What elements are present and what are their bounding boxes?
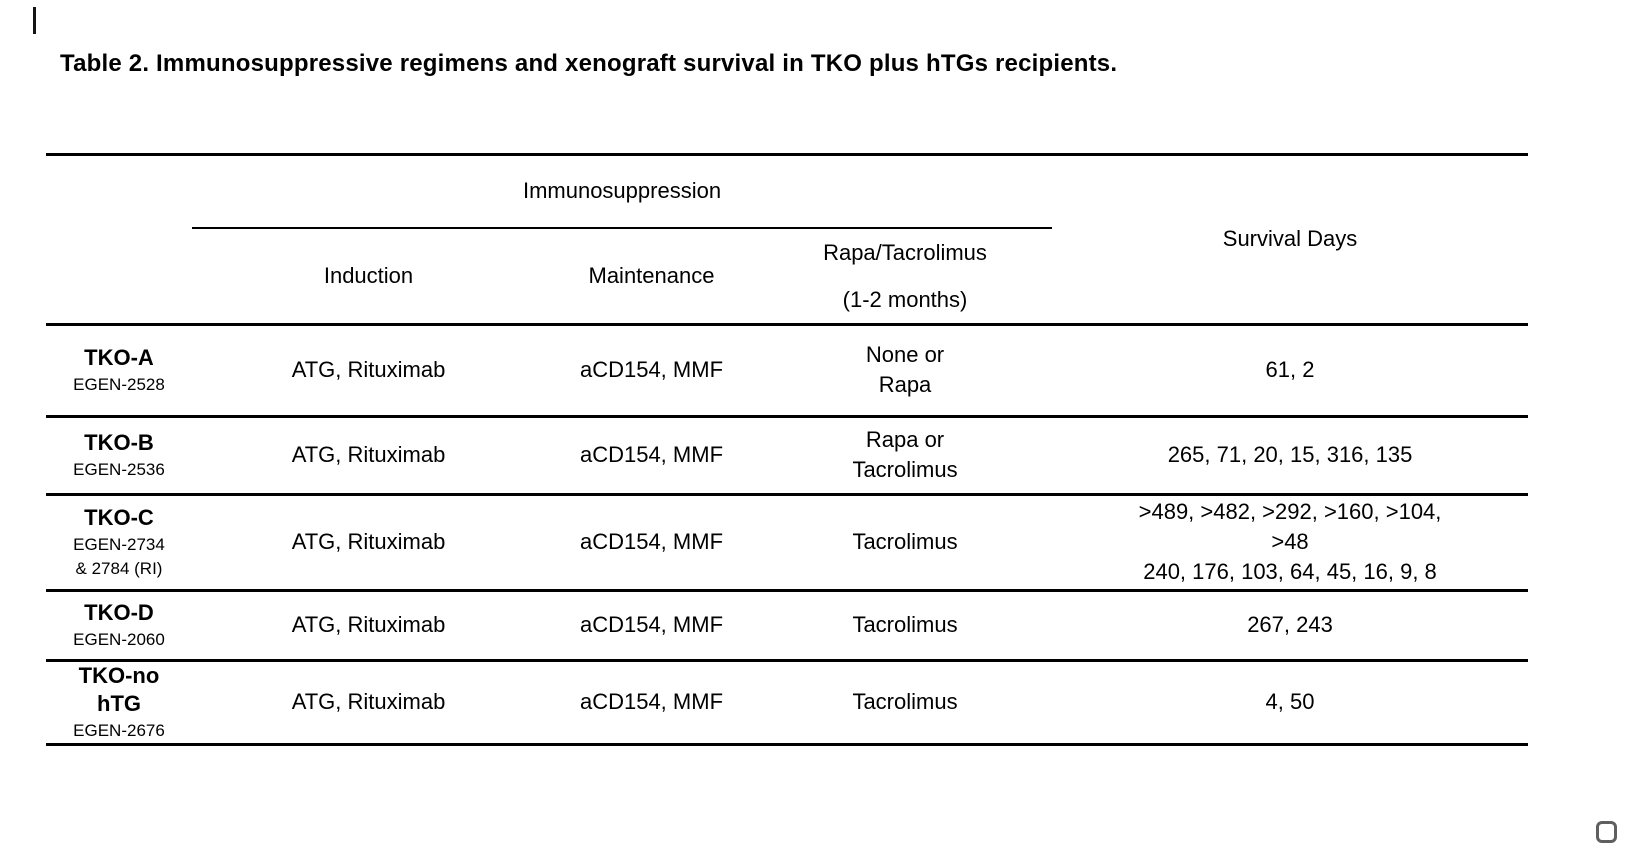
table-row-tko-d: TKO-D EGEN-2060 ATG, Rituximab aCD154, M… <box>46 590 1529 662</box>
survival-days-cell: 267, 243 <box>1052 590 1529 662</box>
row-label: TKO-B EGEN-2536 <box>46 416 192 496</box>
table-row-tko-a: TKO-A EGEN-2528 ATG, Rituximab aCD154, M… <box>46 324 1529 418</box>
rapa-tacrolimus-cell: Rapa or Tacrolimus <box>758 416 1053 496</box>
maintenance-cell: aCD154, MMF <box>545 416 758 496</box>
survival-days-cell: 4, 50 <box>1052 660 1529 746</box>
group-name: TKO-no hTG <box>78 662 160 716</box>
regimens-table: Immunosuppression Survival Days Inductio… <box>46 153 1529 746</box>
survival-days-cell: 61, 2 <box>1052 324 1529 418</box>
experiment-id: EGEN-2734 & 2784 (RI) <box>73 534 165 578</box>
maintenance-cell: aCD154, MMF <box>545 660 758 746</box>
group-name: TKO-B <box>84 429 154 455</box>
maintenance-cell: aCD154, MMF <box>545 494 758 592</box>
rapa-tacrolimus-header: Rapa/Tacrolimus (1-2 months) <box>758 227 1053 326</box>
table-row-tko-no-htg: TKO-no hTG EGEN-2676 ATG, Rituximab aCD1… <box>46 660 1529 746</box>
experiment-id: EGEN-2676 <box>73 720 165 740</box>
corner-cell <box>46 154 192 326</box>
immunosuppression-header: Immunosuppression <box>192 154 1053 229</box>
table-row-tko-c: TKO-C EGEN-2734 & 2784 (RI) ATG, Rituxim… <box>46 494 1529 592</box>
row-label: TKO-C EGEN-2734 & 2784 (RI) <box>46 494 192 592</box>
table-row-tko-b: TKO-B EGEN-2536 ATG, Rituximab aCD154, M… <box>46 416 1529 496</box>
row-label: TKO-no hTG EGEN-2676 <box>46 660 192 746</box>
resize-handle-icon <box>1596 821 1617 843</box>
experiment-id: EGEN-2536 <box>73 459 165 479</box>
maintenance-cell: aCD154, MMF <box>545 324 758 418</box>
row-label: TKO-A EGEN-2528 <box>46 324 192 418</box>
survival-days-cell: >489, >482, >292, >160, >104, >48 240, 1… <box>1052 494 1529 592</box>
maintenance-cell: aCD154, MMF <box>545 590 758 662</box>
row-label: TKO-D EGEN-2060 <box>46 590 192 662</box>
rapa-tacrolimus-cell: None or Rapa <box>758 324 1053 418</box>
survival-days-header: Survival Days <box>1052 154 1529 326</box>
maintenance-header: Maintenance <box>545 227 758 326</box>
rapa-tacrolimus-cell: Tacrolimus <box>758 494 1053 592</box>
text-cursor <box>33 7 36 34</box>
induction-cell: ATG, Rituximab <box>192 494 545 592</box>
induction-cell: ATG, Rituximab <box>192 324 545 418</box>
induction-header: Induction <box>192 227 545 326</box>
induction-cell: ATG, Rituximab <box>192 660 545 746</box>
induction-cell: ATG, Rituximab <box>192 590 545 662</box>
group-name: TKO-D <box>84 599 154 625</box>
rapa-tacrolimus-cell: Tacrolimus <box>758 660 1053 746</box>
group-name: TKO-A <box>84 344 154 370</box>
header-row-sub: Induction Maintenance Rapa/Tacrolimus (1… <box>46 227 1528 326</box>
rapa-tacrolimus-cell: Tacrolimus <box>758 590 1053 662</box>
header-row-group: Immunosuppression Survival Days <box>46 154 1529 326</box>
table-caption: Table 2. Immunosuppressive regimens and … <box>60 50 1118 77</box>
experiment-id: EGEN-2060 <box>73 629 165 649</box>
group-name: TKO-C <box>84 504 154 530</box>
induction-cell: ATG, Rituximab <box>192 416 545 496</box>
experiment-id: EGEN-2528 <box>73 374 165 394</box>
survival-days-cell: 265, 71, 20, 15, 316, 135 <box>1052 416 1529 496</box>
